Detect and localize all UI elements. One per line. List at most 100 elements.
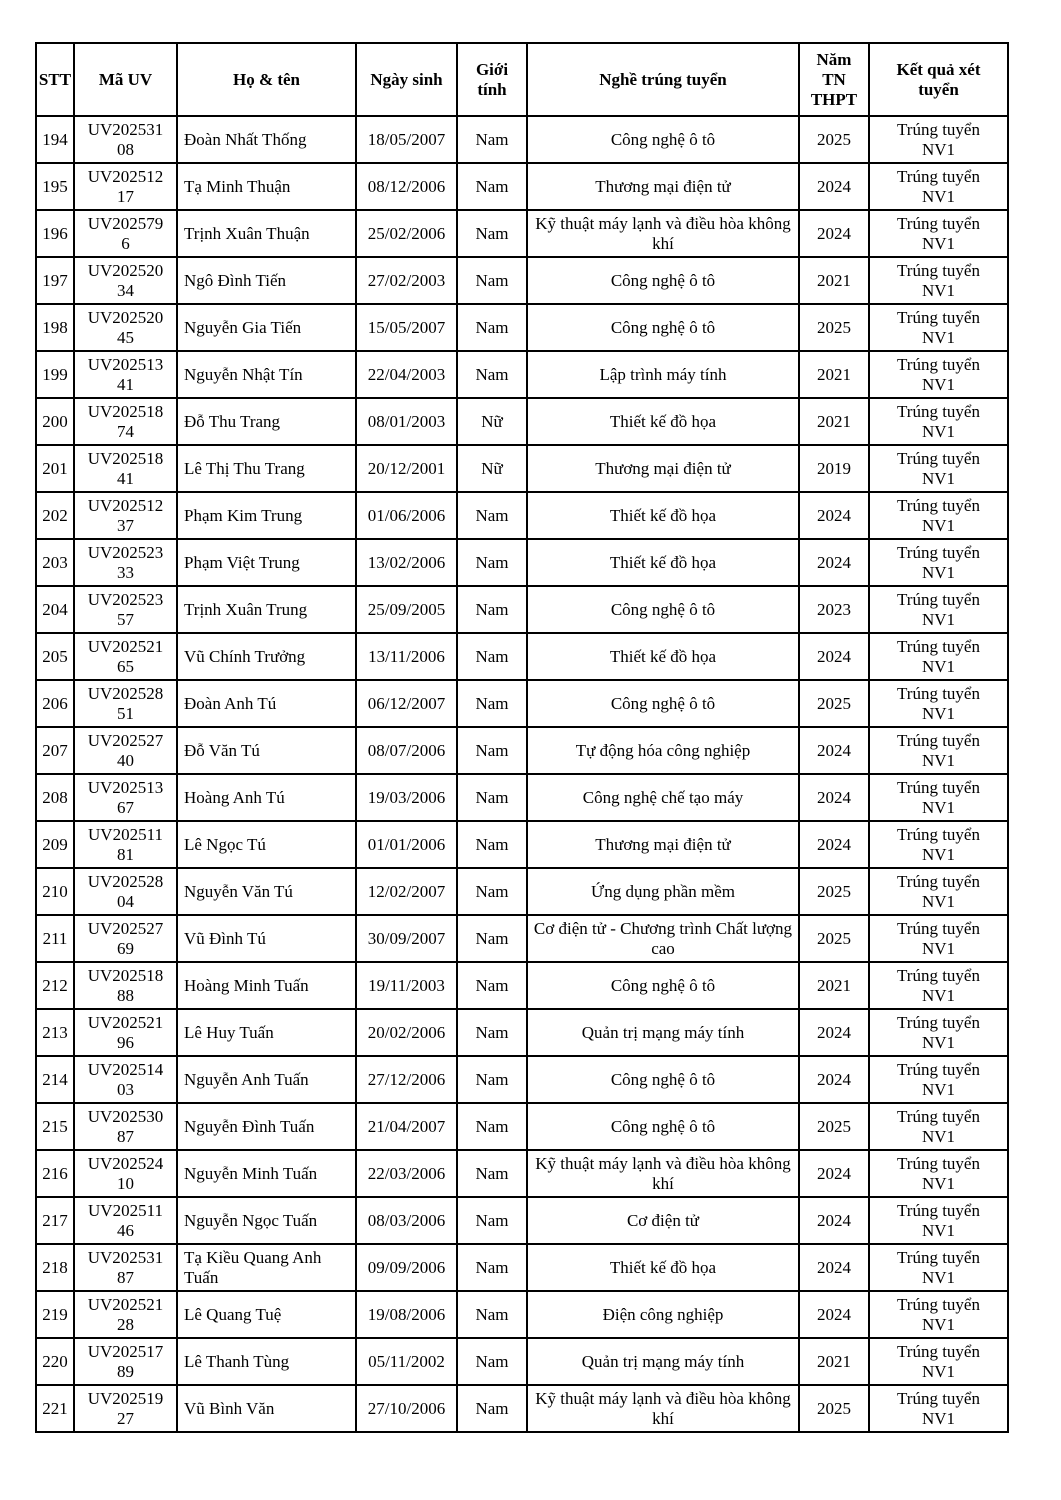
cell-ket-qua: Trúng tuyển NV1 xyxy=(868,820,1009,869)
cell-ho-ten: Đỗ Thu Trang xyxy=(176,397,357,446)
cell-ngay-sinh: 08/01/2003 xyxy=(355,397,458,446)
cell-ngay-sinh: 05/11/2002 xyxy=(355,1337,458,1386)
cell-ngay-sinh: 08/07/2006 xyxy=(355,726,458,775)
cell-nam-tn: 2021 xyxy=(798,1337,870,1386)
cell-ngay-sinh: 27/12/2006 xyxy=(355,1055,458,1104)
header-row: STT Mã UV Họ & tên Ngày sinh Giới tính N… xyxy=(35,42,1009,117)
cell-ngay-sinh: 13/11/2006 xyxy=(355,632,458,681)
table-row: 221 UV20251927 Vũ Bình Văn 27/10/2006 Nam Kỹ … xyxy=(35,1384,1009,1433)
cell-nam-tn: 2024 xyxy=(798,632,870,681)
cell-nghe: Quản trị mạng máy tính xyxy=(526,1008,800,1057)
cell-ngay-sinh: 09/09/2006 xyxy=(355,1243,458,1292)
cell-gioi-tinh: Nam xyxy=(456,1290,528,1339)
cell-ngay-sinh: 01/01/2006 xyxy=(355,820,458,869)
cell-ma-uv: UV20252045 xyxy=(73,303,178,352)
cell-nam-tn: 2024 xyxy=(798,538,870,587)
cell-ho-ten: Vũ Chính Trưởng xyxy=(176,632,357,681)
table-row: 202 UV20251237 Phạm Kim Trung 01/06/2006 Nam… xyxy=(35,491,1009,540)
cell-ma-uv: UV20251341 xyxy=(73,350,178,399)
cell-ho-ten: Nguyễn Minh Tuấn xyxy=(176,1149,357,1198)
cell-ngay-sinh: 08/12/2006 xyxy=(355,162,458,211)
table-row: 209 UV20251181 Lê Ngọc Tú 01/01/2006 Nam Thươ… xyxy=(35,820,1009,869)
cell-nghe: Thiết kế đồ họa xyxy=(526,1243,800,1292)
cell-stt: 213 xyxy=(35,1008,75,1057)
table-row: 201 UV20251841 Lê Thị Thu Trang 20/12/2001 N… xyxy=(35,444,1009,493)
cell-gioi-tinh: Nam xyxy=(456,1149,528,1198)
cell-ma-uv: UV20253108 xyxy=(73,115,178,164)
cell-ho-ten: Lê Huy Tuấn xyxy=(176,1008,357,1057)
cell-nghe: Kỹ thuật máy lạnh và điều hòa không khí xyxy=(526,1149,800,1198)
cell-nam-tn: 2021 xyxy=(798,397,870,446)
cell-ho-ten: Đoàn Anh Tú xyxy=(176,679,357,728)
cell-ma-uv: UV20251789 xyxy=(73,1337,178,1386)
cell-stt: 201 xyxy=(35,444,75,493)
cell-nghe: Công nghệ chế tạo máy xyxy=(526,773,800,822)
table-row: 197 UV20252034 Ngô Đình Tiến 27/02/2003 Nam C… xyxy=(35,256,1009,305)
cell-nam-tn: 2021 xyxy=(798,961,870,1010)
cell-nghe: Thiết kế đồ họa xyxy=(526,491,800,540)
cell-nam-tn: 2024 xyxy=(798,209,870,258)
table-body: 194 UV20253108 Đoàn Nhất Thống 18/05/2007 Na… xyxy=(35,115,1009,1433)
cell-ngay-sinh: 27/10/2006 xyxy=(355,1384,458,1433)
cell-ngay-sinh: 30/09/2007 xyxy=(355,914,458,963)
cell-ket-qua: Trúng tuyển NV1 xyxy=(868,726,1009,775)
table-row: 205 UV20252165 Vũ Chính Trưởng 13/11/2006 Na… xyxy=(35,632,1009,681)
cell-ngay-sinh: 08/03/2006 xyxy=(355,1196,458,1245)
cell-nam-tn: 2025 xyxy=(798,303,870,352)
cell-nghe: Cơ điện tử xyxy=(526,1196,800,1245)
cell-nghe: Công nghệ ô tô xyxy=(526,256,800,305)
cell-ket-qua: Trúng tuyển NV1 xyxy=(868,1196,1009,1245)
table-row: 220 UV20251789 Lê Thanh Tùng 05/11/2002 Nam Q… xyxy=(35,1337,1009,1386)
cell-ket-qua: Trúng tuyển NV1 xyxy=(868,867,1009,916)
cell-ma-uv: UV20251181 xyxy=(73,820,178,869)
table-row: 194 UV20253108 Đoàn Nhất Thống 18/05/2007 Na… xyxy=(35,115,1009,164)
cell-stt: 200 xyxy=(35,397,75,446)
cell-ngay-sinh: 27/02/2003 xyxy=(355,256,458,305)
cell-ma-uv: UV20252196 xyxy=(73,1008,178,1057)
cell-ho-ten: Phạm Việt Trung xyxy=(176,538,357,587)
cell-ho-ten: Hoàng Anh Tú xyxy=(176,773,357,822)
cell-stt: 221 xyxy=(35,1384,75,1433)
cell-gioi-tinh: Nam xyxy=(456,303,528,352)
cell-stt: 217 xyxy=(35,1196,75,1245)
table-row: 215 UV20253087 Nguyễn Đình Tuấn 21/04/2007 N… xyxy=(35,1102,1009,1151)
cell-ket-qua: Trúng tuyển NV1 xyxy=(868,914,1009,963)
cell-nghe: Cơ điện tử - Chương trình Chất lượng cao xyxy=(526,914,800,963)
table-row: 206 UV20252851 Đoàn Anh Tú 06/12/2007 Nam Côn… xyxy=(35,679,1009,728)
cell-ngay-sinh: 13/02/2006 xyxy=(355,538,458,587)
cell-ket-qua: Trúng tuyển NV1 xyxy=(868,538,1009,587)
cell-nghe: Thương mại điện tử xyxy=(526,820,800,869)
cell-nam-tn: 2024 xyxy=(798,726,870,775)
cell-nghe: Công nghệ ô tô xyxy=(526,303,800,352)
cell-nghe: Lập trình máy tính xyxy=(526,350,800,399)
cell-gioi-tinh: Nam xyxy=(456,1243,528,1292)
cell-gioi-tinh: Nam xyxy=(456,350,528,399)
cell-nghe: Kỹ thuật máy lạnh và điều hòa không khí xyxy=(526,1384,800,1433)
cell-stt: 205 xyxy=(35,632,75,681)
cell-ma-uv: UV20252851 xyxy=(73,679,178,728)
cell-gioi-tinh: Nam xyxy=(456,914,528,963)
cell-ngay-sinh: 19/11/2003 xyxy=(355,961,458,1010)
cell-ma-uv: UV20252165 xyxy=(73,632,178,681)
cell-nghe: Công nghệ ô tô xyxy=(526,1055,800,1104)
cell-stt: 216 xyxy=(35,1149,75,1198)
cell-ket-qua: Trúng tuyển NV1 xyxy=(868,1337,1009,1386)
cell-stt: 219 xyxy=(35,1290,75,1339)
cell-gioi-tinh: Nam xyxy=(456,256,528,305)
cell-nghe: Công nghệ ô tô xyxy=(526,679,800,728)
table-row: 200 UV20251874 Đỗ Thu Trang 08/01/2003 Nữ Thi… xyxy=(35,397,1009,446)
table-row: 208 UV20251367 Hoàng Anh Tú 19/03/2006 Nam Cô… xyxy=(35,773,1009,822)
cell-nam-tn: 2023 xyxy=(798,585,870,634)
cell-ket-qua: Trúng tuyển NV1 xyxy=(868,1243,1009,1292)
cell-stt: 211 xyxy=(35,914,75,963)
cell-ho-ten: Tạ Kiều Quang Anh Tuấn xyxy=(176,1243,357,1292)
cell-gioi-tinh: Nam xyxy=(456,961,528,1010)
cell-ma-uv: UV20252769 xyxy=(73,914,178,963)
cell-stt: 215 xyxy=(35,1102,75,1151)
table-row: 214 UV20251403 Nguyễn Anh Tuấn 27/12/2006 Na… xyxy=(35,1055,1009,1104)
cell-gioi-tinh: Nam xyxy=(456,1055,528,1104)
cell-nam-tn: 2025 xyxy=(798,1384,870,1433)
cell-stt: 197 xyxy=(35,256,75,305)
cell-ho-ten: Lê Thị Thu Trang xyxy=(176,444,357,493)
cell-nam-tn: 2024 xyxy=(798,1290,870,1339)
